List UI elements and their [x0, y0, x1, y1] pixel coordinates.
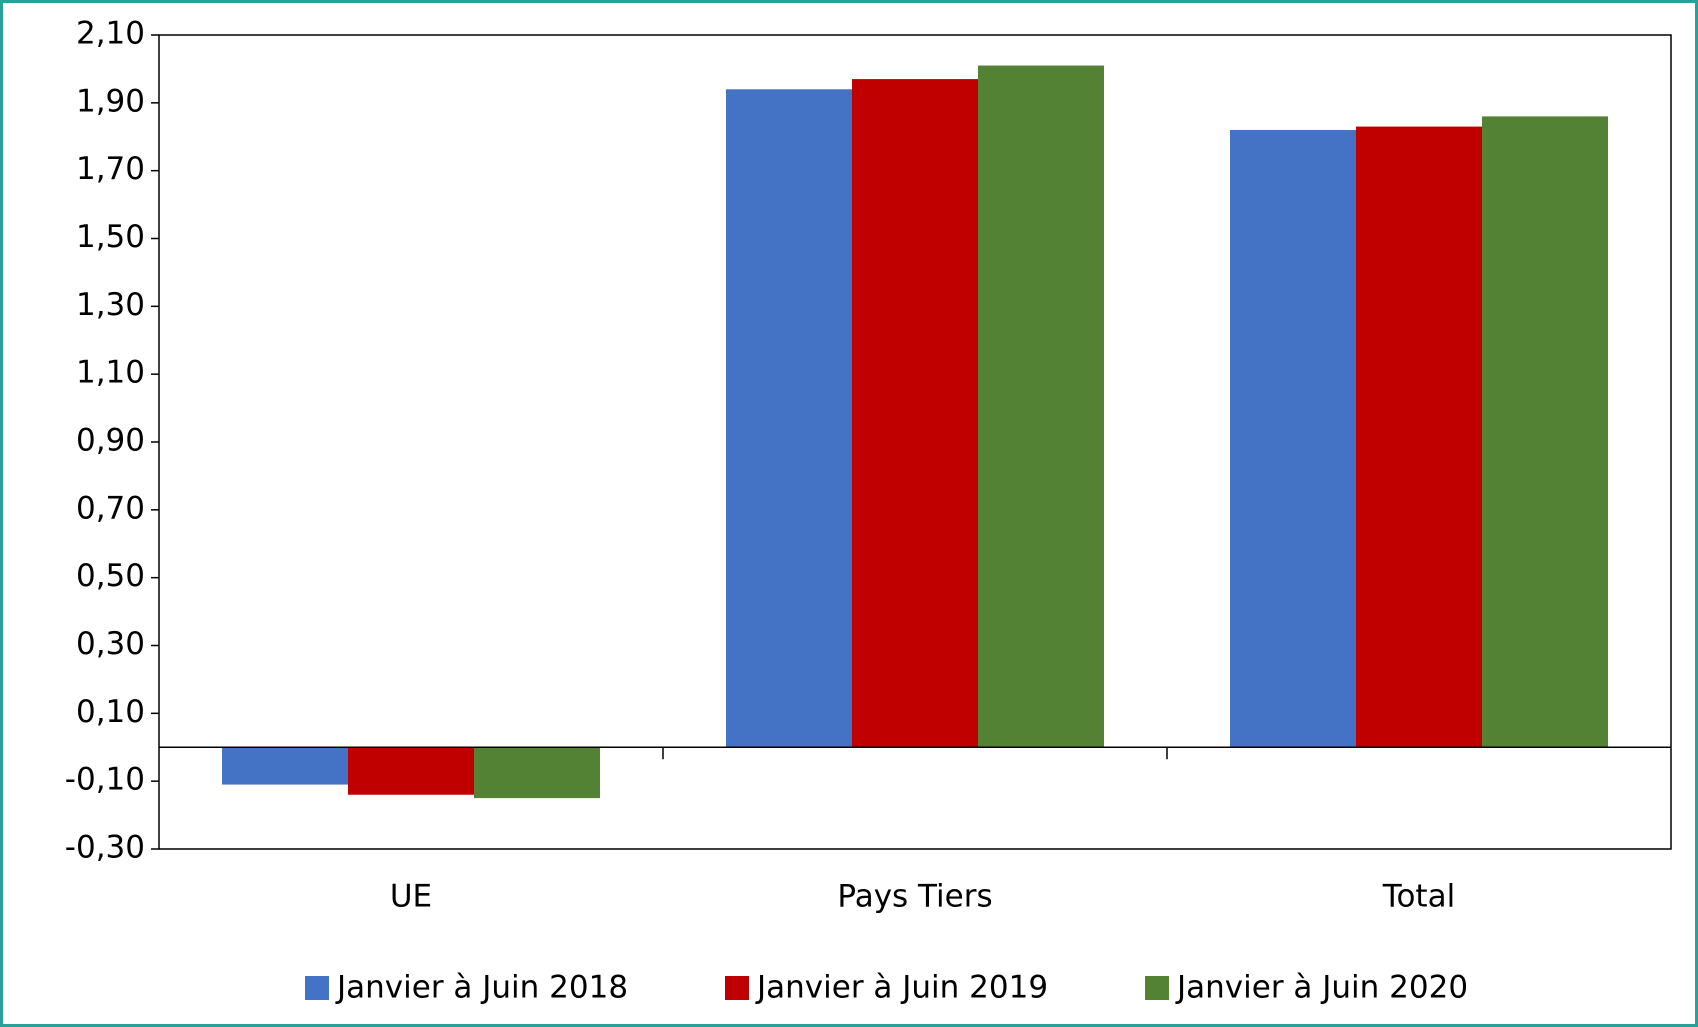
y-tick-label: 0,10: [76, 694, 145, 730]
bar: [222, 747, 348, 785]
x-tick-label: UE: [390, 879, 432, 915]
legend-label: Janvier à Juin 2018: [335, 970, 628, 1006]
y-tick-label: 1,70: [76, 151, 145, 187]
bar: [1230, 129, 1356, 748]
x-tick-label: Pays Tiers: [837, 879, 992, 915]
y-tick-label: -0,30: [65, 830, 145, 866]
y-tick-label: 2,10: [76, 16, 145, 52]
y-tick-label: 1,50: [76, 219, 145, 255]
bar: [1356, 126, 1482, 748]
legend-swatch: [305, 976, 329, 1000]
bar: [474, 747, 600, 799]
x-tick-label: Total: [1382, 879, 1455, 915]
y-tick-label: 1,30: [76, 287, 145, 323]
y-tick-label: 1,90: [76, 83, 145, 119]
y-tick-label: 0,70: [76, 490, 145, 526]
legend-swatch: [725, 976, 749, 1000]
bar: [978, 65, 1104, 748]
legend-swatch: [1145, 976, 1169, 1000]
y-tick-label: -0,10: [65, 762, 145, 798]
legend-label: Janvier à Juin 2019: [755, 970, 1048, 1006]
bar: [726, 89, 852, 748]
bar: [852, 79, 978, 748]
bar: [348, 747, 474, 795]
y-tick-label: 0,30: [76, 626, 145, 662]
y-tick-label: 0,50: [76, 558, 145, 594]
y-tick-label: 0,90: [76, 423, 145, 459]
y-tick-label: 1,10: [76, 355, 145, 391]
legend-label: Janvier à Juin 2020: [1175, 970, 1468, 1006]
bar: [1482, 116, 1608, 748]
